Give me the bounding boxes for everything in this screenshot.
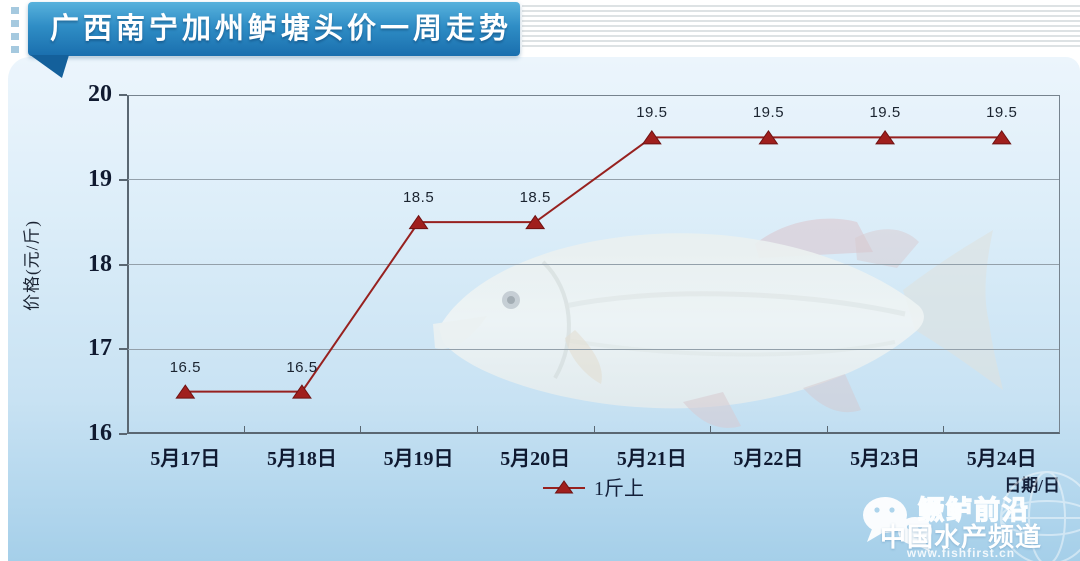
watermark-brand-line2: 中国水产频道 <box>879 522 1042 552</box>
y-gridline <box>128 179 1059 181</box>
y-tick-label: 20 <box>88 81 112 107</box>
data-point-label: 16.5 <box>169 358 201 376</box>
x-tick-label: 5月21日 <box>616 448 687 470</box>
y-axis-title: 价格(元/斤) <box>22 219 42 312</box>
x-tick-label: 5月18日 <box>266 448 337 470</box>
data-point-label: 18.5 <box>402 189 435 207</box>
banner-dotted-accent <box>11 7 19 53</box>
x-tick-mark <box>710 426 712 434</box>
data-point-label: 19.5 <box>986 104 1018 122</box>
y-tick-label: 17 <box>88 335 112 362</box>
y-tick-label: 18 <box>88 250 112 277</box>
data-point-label: 19.5 <box>752 104 785 122</box>
data-point-label: 16.5 <box>286 358 318 376</box>
y-gridline <box>128 348 1059 350</box>
x-axis-title: 日期/日 <box>1004 476 1060 495</box>
data-point-label: 18.5 <box>519 189 551 207</box>
x-tick-label: 5月22日 <box>733 448 804 470</box>
x-tick-label: 5月19日 <box>383 448 454 470</box>
y-gridline <box>128 264 1059 265</box>
y-tick-mark <box>119 178 127 181</box>
x-tick-label: 5月17日 <box>150 448 221 470</box>
header-stripes <box>522 2 1080 47</box>
x-tick-mark <box>243 426 245 434</box>
y-tick-mark <box>119 263 127 266</box>
x-tick-mark <box>943 426 945 434</box>
y-tick-label: 16 <box>88 420 112 446</box>
data-point-label: 19.5 <box>869 104 901 122</box>
legend-marker-icon <box>543 480 585 494</box>
data-point-label: 19.5 <box>636 104 668 122</box>
x-tick-label: 5月20日 <box>500 448 571 470</box>
x-tick-label: 5月23日 <box>850 448 921 470</box>
legend: 1斤上 <box>127 471 1060 501</box>
x-tick-mark <box>593 426 595 434</box>
legend-series-label: 1斤上 <box>594 477 644 500</box>
x-tick-mark <box>360 426 362 434</box>
watermark-brand-line1: 鳜鲈前沿 <box>917 494 1031 525</box>
y-tick-label: 19 <box>88 165 112 192</box>
watermark-url: www.fishfirst.cn <box>906 546 1016 560</box>
page-title: 广西南宁加州鲈塘头价一周走势 <box>28 2 520 56</box>
y-tick-mark <box>119 433 127 435</box>
x-tick-mark <box>476 426 478 434</box>
x-tick-label: 5月24日 <box>966 448 1037 470</box>
y-tick-mark <box>119 348 127 351</box>
x-tick-mark <box>826 426 828 434</box>
y-tick-mark <box>119 94 127 96</box>
